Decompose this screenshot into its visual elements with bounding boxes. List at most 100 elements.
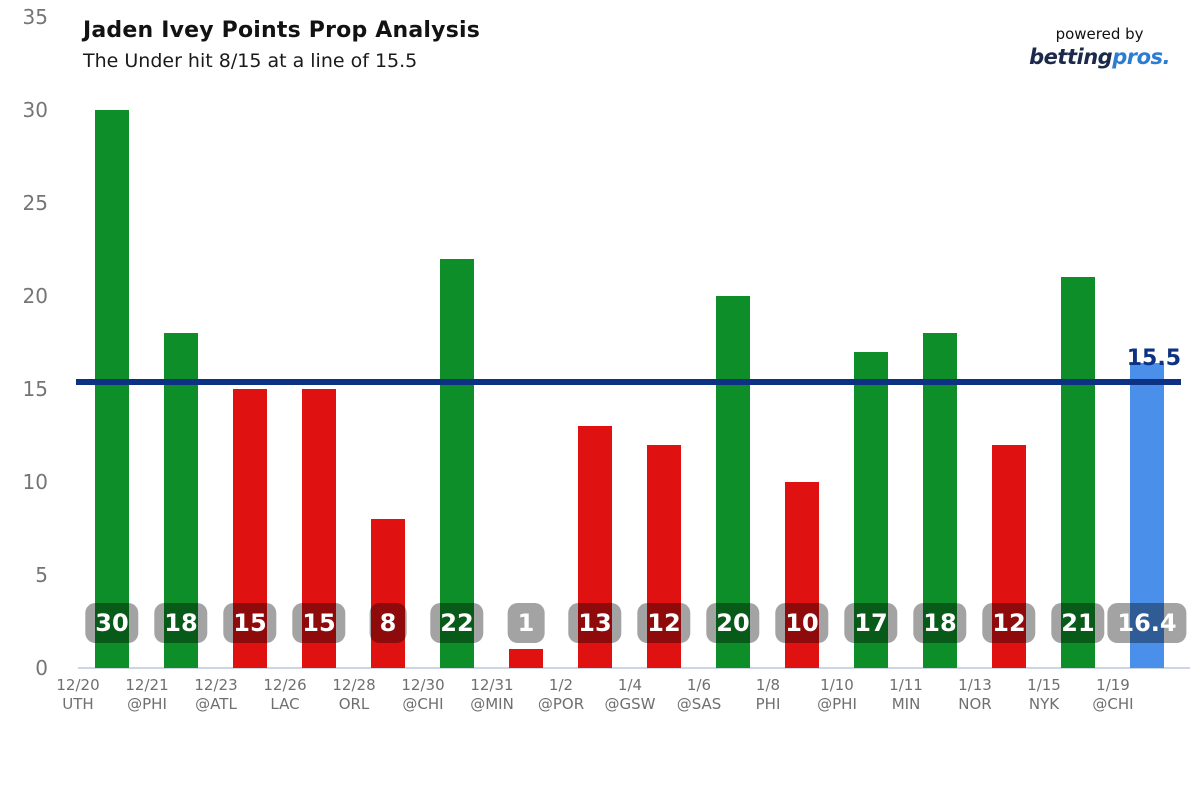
x-tick-opponent: NOR <box>958 695 992 713</box>
x-tick-label: 1/19 @CHI <box>1092 676 1133 714</box>
x-tick-opponent: @CHI <box>1092 695 1134 713</box>
y-tick-label: 5 <box>35 563 48 587</box>
brand-word-betting: betting <box>1029 45 1113 69</box>
y-tick-label: 30 <box>22 98 48 122</box>
x-tick-opponent: UTH <box>62 695 94 713</box>
y-tick-label: 35 <box>22 5 48 29</box>
prop-line <box>76 379 1181 385</box>
x-tick-opponent: NYK <box>1028 695 1060 713</box>
x-tick-label: 1/4 @GSW <box>605 676 656 714</box>
x-tick-opponent: @CHI <box>402 695 444 713</box>
x-tick-date: 1/13 <box>958 676 992 694</box>
x-axis-baseline <box>78 667 1190 669</box>
x-tick-opponent: @PHI <box>127 695 167 713</box>
bar-value-badge: 10 <box>775 603 829 643</box>
bar-over <box>95 110 129 668</box>
x-tick-date: 12/28 <box>332 676 376 694</box>
bar-over <box>164 333 198 668</box>
bar-projection <box>1130 362 1164 668</box>
x-tick-date: 1/10 <box>820 676 854 694</box>
bar-value-badge: 1 <box>507 603 545 643</box>
x-tick-date: 12/31 <box>470 676 514 694</box>
bettingpros-branding: powered by bettingpros. <box>1029 25 1170 69</box>
x-tick-opponent: @PHI <box>817 695 857 713</box>
x-tick-date: 1/19 <box>1096 676 1130 694</box>
x-tick-date: 12/20 <box>56 676 100 694</box>
bar-under <box>647 444 681 668</box>
x-tick-opponent: @MIN <box>470 695 514 713</box>
y-tick-label: 20 <box>22 284 48 308</box>
bar-value-badge: 18 <box>913 603 967 643</box>
bar-value-badge: 30 <box>85 603 139 643</box>
x-tick-label: 12/21 @PHI <box>125 676 168 714</box>
y-tick-label: 15 <box>22 377 48 401</box>
x-tick-date: 12/30 <box>401 676 445 694</box>
chart-subtitle: The Under hit 8/15 at a line of 15.5 <box>83 50 418 72</box>
x-tick-label: 1/8 PHI <box>756 676 781 714</box>
x-tick-label: 12/23 @ATL <box>194 676 237 714</box>
powered-by-label: powered by <box>1055 25 1144 43</box>
x-tick-label: 1/2 @POR <box>538 676 584 714</box>
bar-under <box>509 649 543 668</box>
bar-under <box>785 482 819 668</box>
bar-value-badge: 22 <box>430 603 484 643</box>
bar-under <box>992 444 1026 668</box>
x-tick-label: 1/15 NYK <box>1027 676 1061 714</box>
bar-value-badge: 8 <box>369 603 407 643</box>
x-tick-label: 12/31 @MIN <box>470 676 514 714</box>
x-tick-date: 1/6 <box>686 676 712 694</box>
bar-value-badge: 18 <box>154 603 208 643</box>
y-tick-label: 10 <box>22 470 48 494</box>
x-tick-date: 1/11 <box>889 676 923 694</box>
x-tick-opponent: ORL <box>338 695 370 713</box>
x-tick-label: 12/28 ORL <box>332 676 375 714</box>
bar-over <box>716 296 750 668</box>
bar-under <box>371 519 405 668</box>
x-tick-label: 1/10 @PHI <box>817 676 857 714</box>
x-tick-opponent: @SAS <box>676 695 722 713</box>
x-tick-opponent: @ATL <box>195 695 237 713</box>
x-tick-date: 1/15 <box>1027 676 1061 694</box>
bar-value-badge: 13 <box>568 603 622 643</box>
x-tick-opponent: @GSW <box>604 695 656 713</box>
x-tick-label: 1/6 @SAS <box>677 676 722 714</box>
bettingpros-logo: bettingpros. <box>1029 45 1170 69</box>
bar-over <box>854 351 888 668</box>
bar-over <box>1061 277 1095 668</box>
bar-value-badge: 17 <box>844 603 898 643</box>
brand-dot: . <box>1162 45 1171 69</box>
chart-title: Jaden Ivey Points Prop Analysis <box>83 18 481 43</box>
bar-value-badge: 21 <box>1051 603 1105 643</box>
x-tick-opponent: LAC <box>270 695 300 713</box>
x-tick-label: 1/11 MIN <box>889 676 923 714</box>
bar-value-badge: 15 <box>223 603 277 643</box>
brand-word-pros: pros <box>1112 45 1163 69</box>
x-tick-label: 1/13 NOR <box>958 676 992 714</box>
bar-under <box>302 389 336 668</box>
y-tick-label: 0 <box>35 656 48 680</box>
x-tick-date: 1/8 <box>755 676 781 694</box>
x-tick-label: 12/20 UTH <box>56 676 99 714</box>
y-tick-label: 25 <box>22 191 48 215</box>
bar-over <box>440 258 474 668</box>
bar-value-badge: 12 <box>982 603 1036 643</box>
bar-value-badge: 20 <box>706 603 760 643</box>
bar-over <box>923 333 957 668</box>
bar-value-badge: 16.4 <box>1107 603 1187 643</box>
x-tick-opponent: MIN <box>891 695 921 713</box>
x-tick-opponent: PHI <box>755 695 781 713</box>
bar-value-badge: 12 <box>637 603 691 643</box>
x-tick-opponent: @POR <box>537 695 585 713</box>
x-tick-date: 1/4 <box>617 676 643 694</box>
x-tick-label: 12/26 LAC <box>263 676 306 714</box>
x-tick-label: 12/30 @CHI <box>401 676 444 714</box>
bar-value-badge: 15 <box>292 603 346 643</box>
x-tick-date: 1/2 <box>548 676 574 694</box>
x-tick-date: 12/26 <box>263 676 307 694</box>
bar-under <box>233 389 267 668</box>
x-tick-date: 12/21 <box>125 676 169 694</box>
bar-under <box>578 426 612 668</box>
prop-line-label: 15.5 <box>1126 346 1181 371</box>
